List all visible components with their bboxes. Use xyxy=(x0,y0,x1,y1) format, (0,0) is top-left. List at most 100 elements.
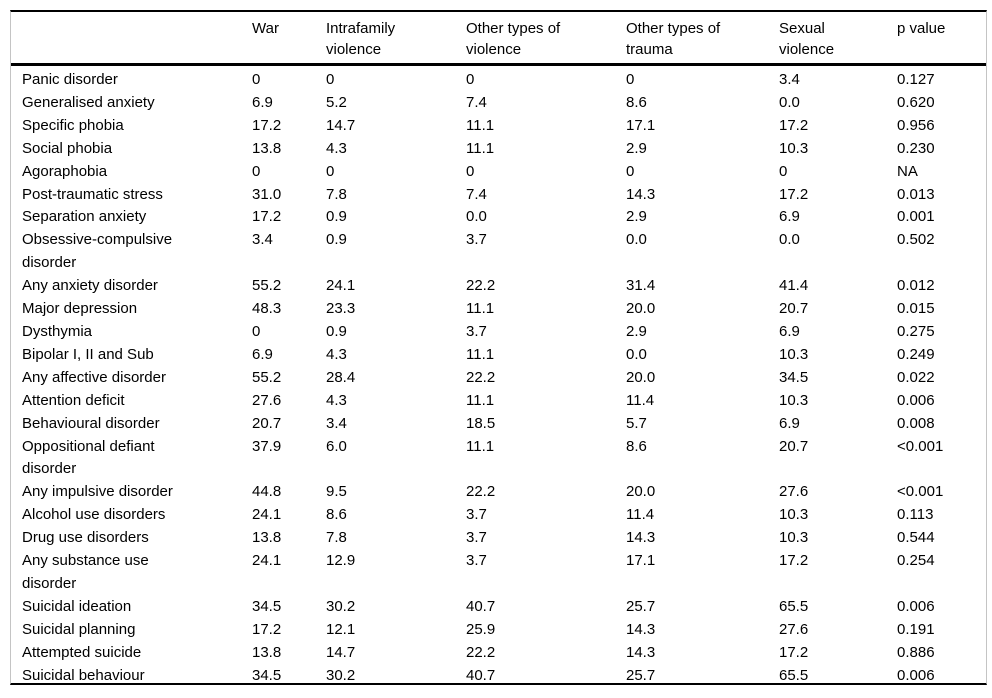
row-label: Any anxiety disorder xyxy=(22,277,158,295)
table-row: Dysthymia 0 0.9 3.7 2.9 6.9 0.275 xyxy=(11,321,986,344)
data-cell: 2.9 xyxy=(626,208,647,226)
data-cell: 13.8 xyxy=(252,139,282,157)
data-cell: <0.001 xyxy=(897,437,944,455)
row-label: Separation anxiety xyxy=(22,208,147,226)
data-cell: 11.1 xyxy=(466,116,495,134)
data-cell: 7.4 xyxy=(466,93,487,111)
data-cell: 0 xyxy=(252,322,261,340)
data-cell: 0.127 xyxy=(897,71,935,88)
data-cell: 0 xyxy=(252,162,261,180)
data-cell: 5.2 xyxy=(326,93,347,111)
row-label: Drug use disorders xyxy=(22,529,149,547)
data-cell: 20.7 xyxy=(252,414,282,432)
table-frame: War Intrafamily violence Other types of vi… xyxy=(10,10,987,685)
table-row: Major depression 48.3 23.3 11.1 20.0 20.7 0.01… xyxy=(11,298,986,321)
data-cell: 14.3 xyxy=(626,620,656,638)
row-label: Alcohol use disorders xyxy=(22,506,166,524)
data-cell: 0.191 xyxy=(897,620,935,638)
table-row: Oppositional defiant disorder 37.9 6.0 11.1… xyxy=(11,436,986,482)
data-cell: 3.7 xyxy=(466,529,487,547)
data-cell: 17.1 xyxy=(626,116,656,134)
table-row: Suicidal planning 17.2 12.1 25.9 14.3 27.6 0.1… xyxy=(11,619,986,642)
data-cell: 5.7 xyxy=(626,414,647,432)
header-cell: War xyxy=(252,12,326,66)
data-cell: 20.0 xyxy=(626,368,656,386)
data-cell: 0.9 xyxy=(326,231,347,249)
data-cell: 0.275 xyxy=(897,322,935,340)
row-label: Generalised anxiety xyxy=(22,93,155,111)
table-row: Generalised anxiety 6.9 5.2 7.4 8.6 0.0 0.620 xyxy=(11,92,986,115)
row-label: Obsessive-compulsive disorder xyxy=(22,231,173,272)
data-cell: 27.6 xyxy=(779,620,809,638)
data-cell: 31.4 xyxy=(626,277,656,295)
header-cell: Other types of violence xyxy=(466,12,626,66)
data-cell: 6.9 xyxy=(779,208,800,226)
table-row: Obsessive-compulsive disorder 3.4 0.9 3.7 0.… xyxy=(11,229,986,275)
header-cell: p value xyxy=(897,12,986,66)
data-cell: 0 xyxy=(466,162,475,180)
data-cell: 22.2 xyxy=(466,483,496,501)
row-label: Behavioural disorder xyxy=(22,414,160,432)
data-cell: 0 xyxy=(626,162,635,180)
data-cell: 20.7 xyxy=(779,300,809,318)
table-row: Suicidal behaviour 34.5 30.2 40.7 25.7 65.5 0.… xyxy=(11,665,986,684)
header-cell: Sexual violence xyxy=(779,12,897,66)
data-cell: 10.3 xyxy=(779,139,809,157)
data-cell: 10.3 xyxy=(779,529,809,547)
data-cell: 0.0 xyxy=(626,231,647,249)
table-row: Social phobia 13.8 4.3 11.1 2.9 10.3 0.230 xyxy=(11,138,986,161)
data-cell: 0.008 xyxy=(897,414,935,432)
data-cell: 17.2 xyxy=(779,185,809,203)
prevalence-table: War Intrafamily violence Other types of vi… xyxy=(11,12,986,684)
data-cell: 22.2 xyxy=(466,643,496,661)
table-body: Panic disorder 0 0 0 0 3.4 0.127 Generalised an… xyxy=(11,65,986,684)
data-cell: 24.1 xyxy=(252,506,282,524)
data-cell: 6.0 xyxy=(326,437,347,455)
row-label: Specific phobia xyxy=(22,116,124,134)
row-label: Social phobia xyxy=(22,139,113,157)
data-cell: 0.006 xyxy=(897,391,935,409)
data-cell: 0.0 xyxy=(626,345,647,363)
table-row: Any impulsive disorder 44.8 9.5 22.2 20.0 27.… xyxy=(11,481,986,504)
data-cell: 24.1 xyxy=(252,552,282,570)
table-row: Bipolar I, II and Sub 6.9 4.3 11.1 0.0 10.3 0.… xyxy=(11,344,986,367)
data-cell: 40.7 xyxy=(466,666,496,684)
data-cell: 3.4 xyxy=(326,414,347,432)
data-cell: 0.013 xyxy=(897,185,935,203)
data-cell: 4.3 xyxy=(326,139,347,157)
data-cell: 0.015 xyxy=(897,300,935,318)
data-cell: 30.2 xyxy=(326,597,356,615)
data-cell: 27.6 xyxy=(779,483,809,501)
data-cell: 0.0 xyxy=(779,231,800,249)
data-cell: 11.1 xyxy=(466,300,495,318)
header-cell-empty xyxy=(11,12,252,66)
data-cell: 0.620 xyxy=(897,93,935,111)
row-label: Bipolar I, II and Sub xyxy=(22,345,154,363)
data-cell: 65.5 xyxy=(779,597,809,615)
data-cell: 25.7 xyxy=(626,597,656,615)
data-cell: 7.4 xyxy=(466,185,487,203)
data-cell: 17.2 xyxy=(779,643,809,661)
data-cell: 31.0 xyxy=(252,185,282,203)
data-cell: 17.2 xyxy=(779,116,809,134)
data-cell: 3.4 xyxy=(252,231,273,249)
data-cell: 40.7 xyxy=(466,597,496,615)
header-row: War Intrafamily violence Other types of vi… xyxy=(11,12,986,66)
data-cell: 23.3 xyxy=(326,300,356,318)
data-cell: 11.1 xyxy=(466,345,495,363)
data-cell: 8.6 xyxy=(626,437,647,455)
data-cell: 0.012 xyxy=(897,277,935,295)
data-cell: 0.113 xyxy=(897,506,934,524)
data-cell: 55.2 xyxy=(252,368,282,386)
data-cell: 37.9 xyxy=(252,437,282,455)
table-row: Post-traumatic stress 31.0 7.8 7.4 14.3 17.2 0… xyxy=(11,184,986,207)
data-cell: 0.0 xyxy=(779,93,800,111)
data-cell: 17.2 xyxy=(252,208,282,226)
table-row: Behavioural disorder 20.7 3.4 18.5 5.7 6.9 0.0… xyxy=(11,413,986,436)
row-label: Any substance use disorder xyxy=(22,552,149,592)
data-cell: 65.5 xyxy=(779,666,809,684)
table-row: Any substance use disorder 24.1 12.9 3.7 17.… xyxy=(11,550,986,596)
data-cell: 30.2 xyxy=(326,666,356,684)
data-cell: 17.2 xyxy=(779,552,809,570)
data-cell: 0.001 xyxy=(897,208,935,226)
